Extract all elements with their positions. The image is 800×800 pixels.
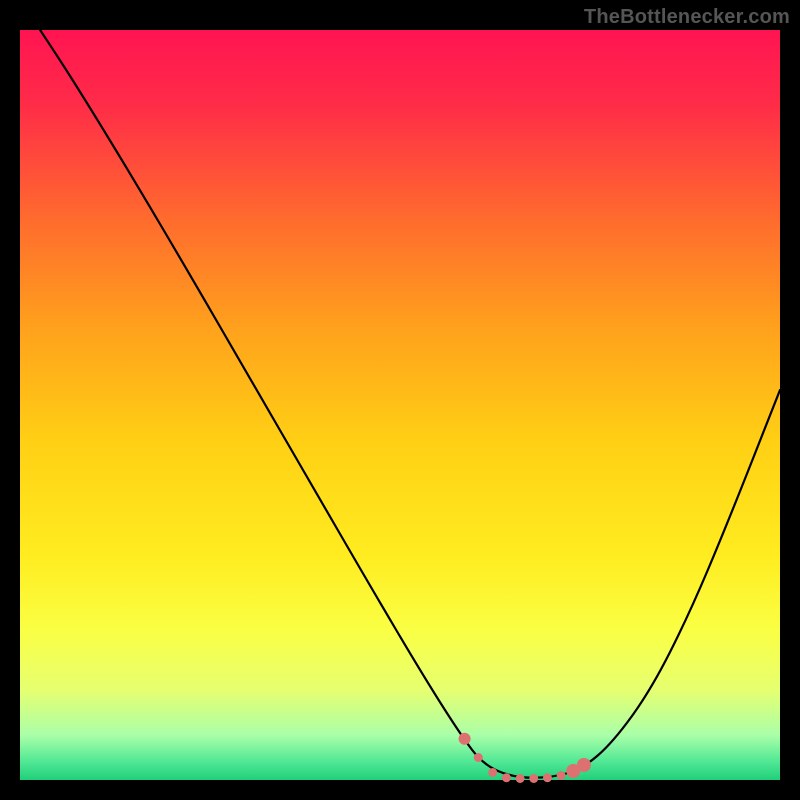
valley-marker <box>516 774 525 783</box>
valley-marker <box>474 753 483 762</box>
valley-marker <box>577 758 591 772</box>
gradient-background <box>20 30 780 780</box>
valley-marker <box>459 733 471 745</box>
chart-container: TheBottlenecker.com <box>0 0 800 800</box>
valley-marker <box>529 774 538 783</box>
valley-marker <box>543 773 552 782</box>
valley-marker <box>557 771 566 780</box>
valley-marker <box>502 773 511 782</box>
bottleneck-chart-svg <box>0 0 800 800</box>
valley-marker <box>488 768 497 777</box>
watermark-text: TheBottlenecker.com <box>584 6 790 29</box>
